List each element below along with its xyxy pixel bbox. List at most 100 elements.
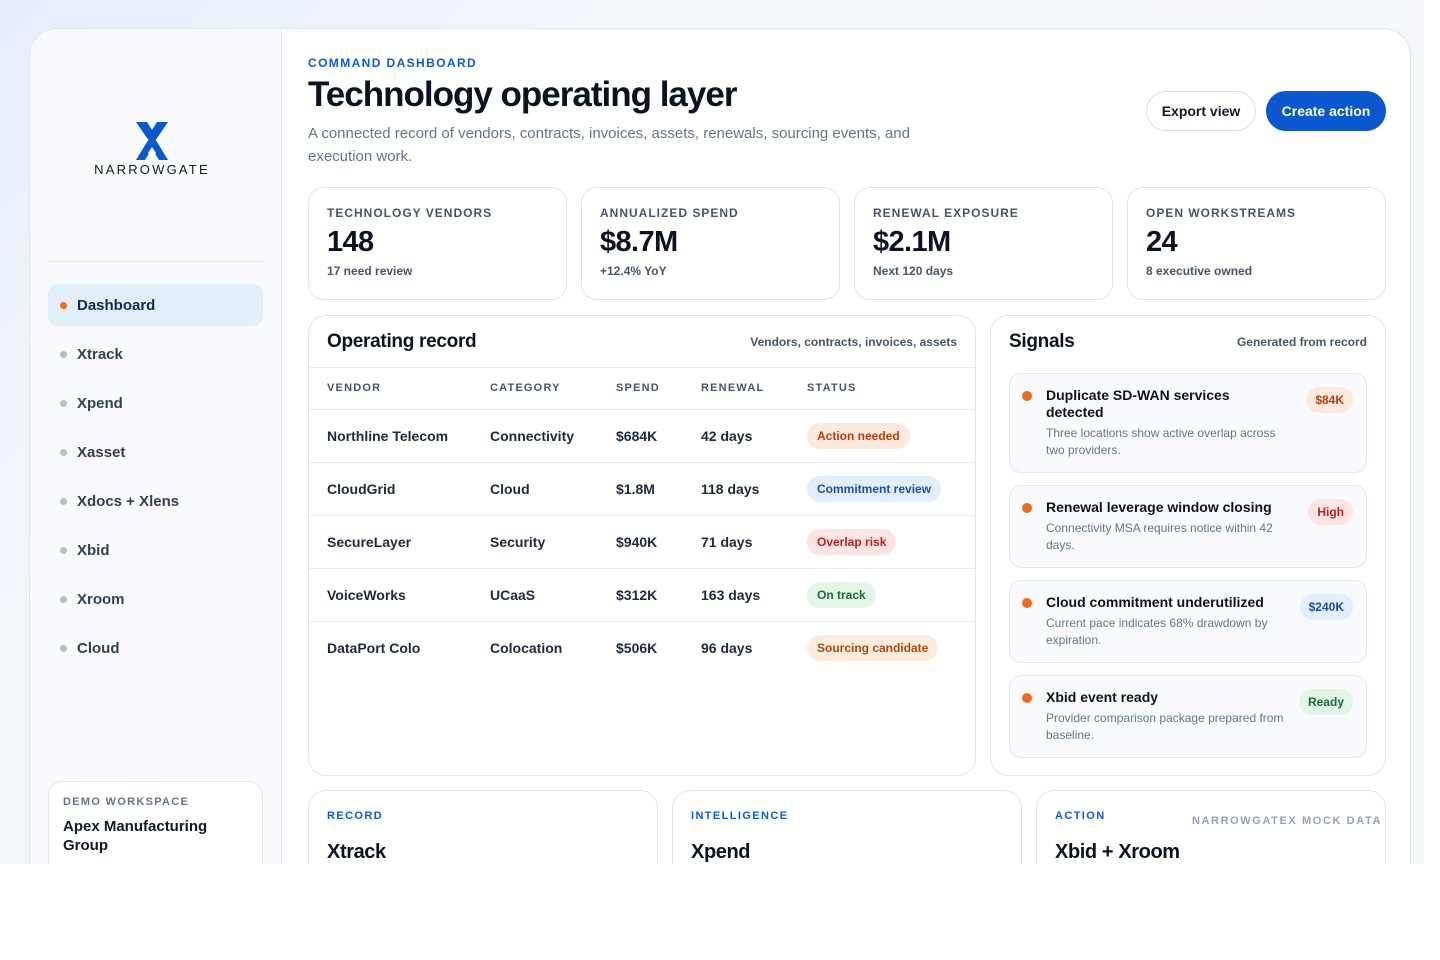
kpi-note: 17 need review	[327, 264, 413, 278]
narrowgate-x-logo	[136, 122, 168, 160]
kpi-value: $8.7M	[600, 226, 678, 258]
signal-title: Duplicate SD-WAN services detected	[1046, 387, 1230, 420]
signal-title: Renewal leverage window closing	[1046, 499, 1272, 515]
sidebar-item-label: Xdocs + Xlens	[77, 492, 180, 510]
sidebar-item-xtrack[interactable]: Xtrack	[48, 333, 263, 375]
cell-spend: $684K	[616, 409, 701, 463]
cell-vendor: Northline Telecom	[309, 409, 490, 463]
sidebar-item-label: Xroom	[77, 590, 125, 608]
column-header-renewal[interactable]: RENEWAL	[701, 368, 807, 410]
panel-meta: Vendors, contracts, invoices, assets	[750, 334, 957, 349]
kpi-label: ANNUALIZED SPEND	[600, 206, 739, 220]
column-header-status[interactable]: STATUS	[807, 368, 975, 410]
signals-panel: Signals Generated from record Duplicate …	[990, 315, 1386, 776]
sidebar-item-dashboard[interactable]: Dashboard	[48, 284, 263, 326]
kpi-value: $2.1M	[873, 226, 951, 258]
module-card-record[interactable]: RECORD Xtrack	[308, 790, 658, 864]
signal-card[interactable]: Cloud commitment underutilized Current p…	[1009, 580, 1367, 663]
create-action-button[interactable]: Create action	[1266, 91, 1386, 131]
sidebar: NARROWGATE Dashboard Xtrack Xpend	[30, 29, 282, 864]
cell-status: Sourcing candidate	[807, 621, 975, 674]
sidebar-item-cloud[interactable]: Cloud	[48, 627, 263, 669]
table-row[interactable]: CloudGrid Cloud $1.8M 118 days Commitmen…	[309, 462, 975, 516]
column-header-category[interactable]: CATEGORY	[490, 368, 616, 410]
cell-vendor: DataPort Colo	[327, 639, 421, 656]
export-view-button[interactable]: Export view	[1146, 91, 1256, 131]
signal-dot-icon	[1022, 391, 1032, 401]
kpi-label: TECHNOLOGY VENDORS	[327, 206, 493, 220]
kpi-card-renewal-exposure[interactable]: RENEWAL EXPOSURE $2.1M Next 120 days	[854, 187, 1113, 300]
kpi-note: Next 120 days	[873, 264, 954, 278]
table-row[interactable]: VoiceWorks UCaaS $312K 163 days On track	[309, 568, 975, 622]
cell-renewal: 71 days	[701, 515, 807, 569]
signal-description: Connectivity MSA requires notice within …	[1046, 521, 1273, 552]
cell-renewal: 163 days	[701, 568, 807, 622]
cell-category: Connectivity	[490, 409, 616, 463]
cell-renewal: 42 days	[701, 409, 807, 463]
cell-category: Cloud	[490, 462, 616, 516]
cell-spend: $312K	[616, 568, 701, 622]
sidebar-item-xasset[interactable]: Xasset	[48, 431, 263, 473]
kpi-note: 8 executive owned	[1146, 264, 1253, 278]
sidebar-item-label: Xasset	[77, 443, 126, 461]
status-badge: Commitment review	[807, 475, 942, 502]
app-frame: NARROWGATE Dashboard Xtrack Xpend	[29, 28, 1411, 864]
signal-card[interactable]: Xbid event ready Provider comparison pac…	[1009, 675, 1367, 758]
module-card-intelligence[interactable]: INTELLIGENCE Xpend	[672, 790, 1022, 864]
cell-status: On track	[807, 568, 975, 622]
active-dot-icon	[60, 301, 67, 309]
signal-description: Current pace indicates 68% drawdown by e…	[1046, 616, 1268, 647]
status-badge: Sourcing candidate	[807, 634, 939, 661]
kpi-label: RENEWAL EXPOSURE	[873, 206, 1019, 220]
table-row[interactable]: SecureLayer Security $940K 71 days Overl…	[309, 515, 975, 569]
signal-description: Three locations show active overlap acro…	[1046, 426, 1276, 457]
module-kicker: ACTION	[1055, 810, 1106, 822]
signal-description: Provider comparison package prepared fro…	[1046, 711, 1284, 742]
vendor-table: VENDOR CATEGORY SPEND RENEWAL STATUS Nor…	[309, 368, 975, 674]
module-kicker: INTELLIGENCE	[691, 810, 789, 822]
sidebar-item-label: Xpend	[77, 394, 123, 412]
sidebar-divider	[48, 261, 263, 262]
kpi-value: 148	[327, 226, 374, 258]
kpi-card-vendors[interactable]: TECHNOLOGY VENDORS 148 17 need review	[308, 187, 567, 300]
cell-spend: $506K	[616, 639, 658, 656]
cell-category: Security	[490, 515, 616, 569]
sidebar-item-label: Dashboard	[77, 296, 156, 314]
main-content: COMMAND DASHBOARD Technology operating l…	[308, 29, 1386, 864]
workspace-name: Apex Manufacturing Group	[63, 818, 208, 854]
mock-data-watermark: NARROWGATEX MOCK DATA	[1191, 815, 1382, 827]
cell-vendor: VoiceWorks	[309, 568, 490, 622]
column-header-vendor[interactable]: VENDOR	[309, 368, 490, 410]
signal-card[interactable]: Renewal leverage window closing Connecti…	[1009, 485, 1367, 568]
sidebar-item-xdocs-xlens[interactable]: Xdocs + Xlens	[48, 480, 263, 522]
kpi-note: +12.4% YoY	[600, 264, 667, 278]
cell-spend: $940K	[616, 515, 701, 569]
sidebar-item-xroom[interactable]: Xroom	[48, 578, 263, 620]
dot-icon	[60, 399, 67, 407]
page-kicker: COMMAND DASHBOARD	[308, 56, 478, 70]
sidebar-item-xpend[interactable]: Xpend	[48, 382, 263, 424]
workspace-card[interactable]: DEMO WORKSPACE Apex Manufacturing Group	[48, 781, 263, 864]
column-header-spend[interactable]: SPEND	[616, 368, 701, 410]
kpi-card-spend[interactable]: ANNUALIZED SPEND $8.7M +12.4% YoY	[581, 187, 840, 300]
signal-tag: $84K	[1306, 387, 1353, 413]
status-badge: On track	[807, 581, 876, 608]
table-row[interactable]: DataPort Colo Colocation $506K 96 days S…	[309, 621, 975, 674]
table-row[interactable]: Northline Telecom Connectivity $684K 42 …	[309, 409, 975, 463]
module-card-action[interactable]: ACTION Xbid + Xroom NARROWGATEX MOCK DAT…	[1036, 790, 1386, 864]
brand[interactable]: NARROWGATE	[30, 121, 274, 177]
cell-vendor: SecureLayer	[309, 515, 490, 569]
kpi-card-workstreams[interactable]: OPEN WORKSTREAMS 24 8 executive owned	[1127, 187, 1386, 300]
cell-renewal: 118 days	[701, 462, 807, 516]
panel-header: Operating record Vendors, contracts, inv…	[309, 316, 975, 368]
cell-status: Overlap risk	[807, 515, 975, 569]
signal-dot-icon	[1022, 503, 1032, 513]
dot-icon	[60, 350, 67, 358]
dot-icon	[60, 546, 67, 554]
dot-icon	[60, 448, 67, 456]
table-header-row: VENDOR CATEGORY SPEND RENEWAL STATUS	[309, 368, 975, 410]
sidebar-item-xbid[interactable]: Xbid	[48, 529, 263, 571]
signal-card[interactable]: Duplicate SD-WAN services detected Three…	[1009, 373, 1367, 473]
sidebar-item-label: Cloud	[77, 639, 120, 657]
sidebar-nav: Dashboard Xtrack Xpend Xasset Xdocs + Xl…	[48, 284, 263, 676]
